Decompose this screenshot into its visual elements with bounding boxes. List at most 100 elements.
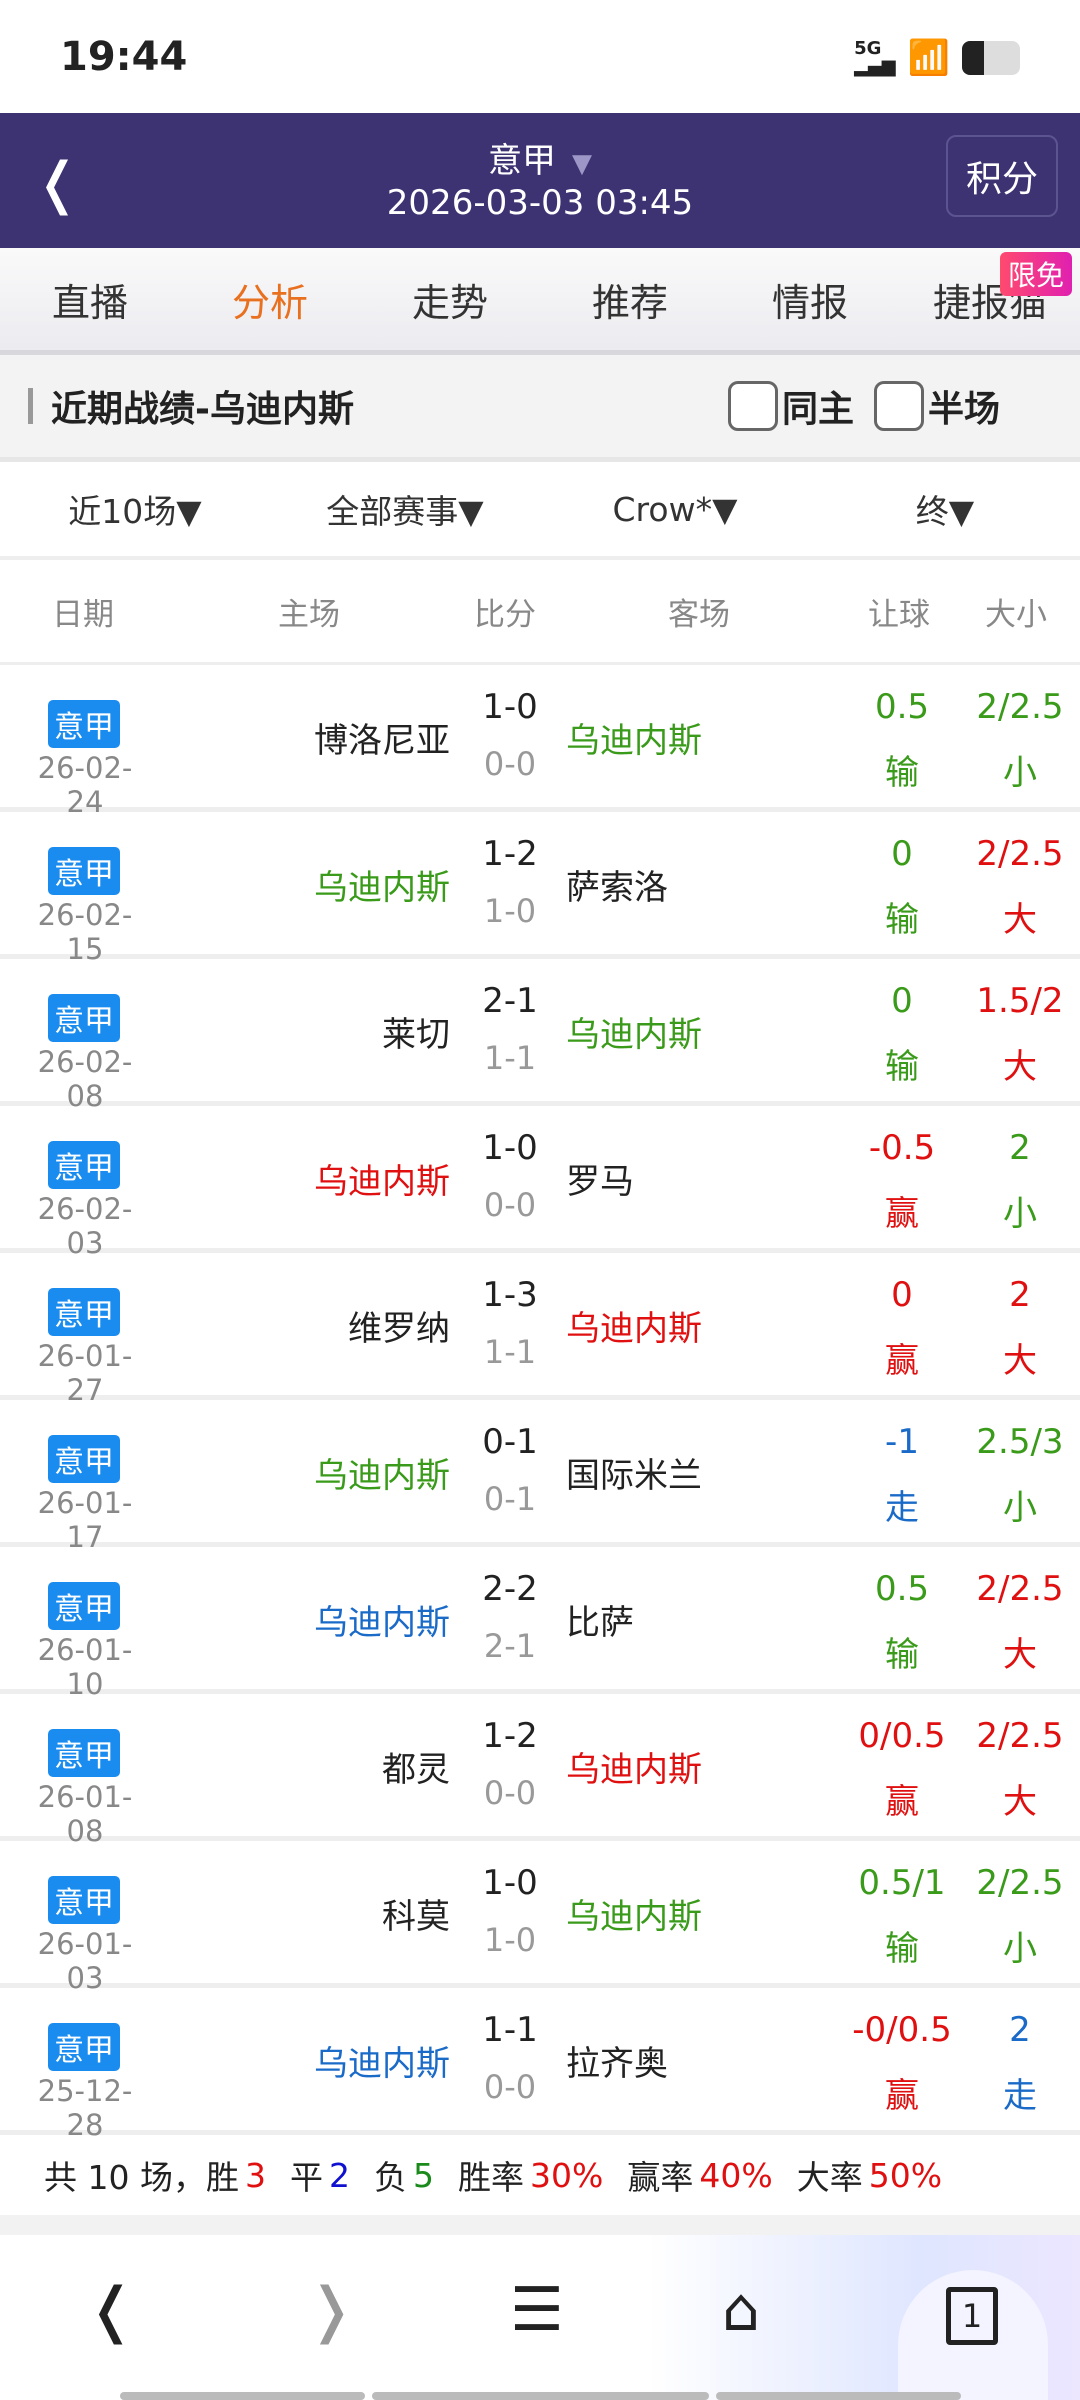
away-team: 乌迪内斯	[566, 1015, 702, 1055]
home-icon[interactable]: ⌂	[722, 2275, 761, 2345]
handicap-result: 赢	[885, 1782, 919, 1822]
over-under-result: 小	[1003, 1929, 1037, 1969]
tab-live[interactable]: 直播	[51, 280, 128, 325]
same-home-checkbox[interactable]: 同主	[727, 380, 854, 432]
league-badge: 意甲	[48, 1141, 120, 1189]
draw-count: 2	[328, 2155, 350, 2195]
loss-label: 负	[373, 2158, 407, 2197]
browser-forward-icon[interactable]: ❭	[306, 2275, 357, 2345]
half-time-checkbox[interactable]: 半场	[873, 380, 1000, 432]
tab-count-icon[interactable]: 1	[946, 2287, 998, 2345]
half-time-score: 0-0	[483, 1186, 537, 1224]
full-time-score: 1-0	[482, 687, 538, 727]
table-row[interactable]: 意甲 26-01-17 乌迪内斯 0-1 0-1 国际米兰 -1 走 2.5/3 小	[0, 1400, 1080, 1554]
handicap-line: 0.5	[874, 687, 930, 727]
bookmaker-filter[interactable]: Crow*▼	[612, 489, 738, 529]
full-time-score: 1-1	[482, 2010, 538, 2050]
table-row[interactable]: 意甲 26-01-08 都灵 1-2 0-0 乌迪内斯 0/0.5 赢 2/2.5 大	[0, 1694, 1080, 1848]
league-badge: 意甲	[48, 1729, 120, 1777]
col-over-under: 大小	[985, 596, 1047, 633]
table-row[interactable]: 意甲 25-12-28 乌迪内斯 1-1 0-0 拉齐奥 -0/0.5 赢 2 走	[0, 1988, 1080, 2142]
handicap-result: 赢	[885, 1194, 919, 1234]
win-label: 胜	[205, 2158, 239, 2197]
over-under-result: 小	[1003, 753, 1037, 793]
table-row[interactable]: 意甲 26-02-24 博洛尼亚 1-0 0-0 乌迪内斯 0.5 输 2/2.5 小	[0, 665, 1080, 819]
handicap-result: 输	[885, 900, 919, 940]
home-team: 乌迪内斯	[314, 2044, 450, 2084]
tab-recommend[interactable]: 推荐	[591, 280, 668, 325]
tab-trend[interactable]: 走势	[411, 280, 488, 325]
browser-back-icon[interactable]: ❬	[86, 2275, 137, 2345]
over-under-line: 2	[1009, 1128, 1031, 1168]
col-handicap: 让球	[868, 596, 930, 633]
tab-analysis[interactable]: 分析	[231, 280, 308, 325]
away-team: 乌迪内斯	[566, 1897, 702, 1937]
table-row[interactable]: 意甲 26-01-03 科莫 1-0 1-0 乌迪内斯 0.5/1 输 2/2.5 小	[0, 1841, 1080, 1995]
handicap-result: 输	[885, 1929, 919, 1969]
dropdown-icon: ▼	[572, 149, 592, 179]
over-under-result: 大	[1003, 1341, 1037, 1381]
table-row[interactable]: 意甲 26-02-03 乌迪内斯 1-0 0-0 罗马 -0.5 赢 2 小	[0, 1106, 1080, 1260]
home-team: 博洛尼亚	[314, 721, 450, 761]
over-under-line: 2	[1009, 2010, 1031, 2050]
full-time-score: 1-3	[482, 1275, 538, 1315]
section-title: 近期战绩-乌迪内斯	[51, 389, 354, 430]
scroll-indicator	[716, 2392, 961, 2400]
table-row[interactable]: 意甲 26-01-10 乌迪内斯 2-2 2-1 比萨 0.5 输 2/2.5 大	[0, 1547, 1080, 1701]
over-under-line: 2/2.5	[976, 1716, 1064, 1756]
win-rate: 30%	[529, 2155, 604, 2195]
odds-stage-filter[interactable]: 终▼	[915, 492, 975, 531]
signal-icon: 5G ▂▄▆	[854, 38, 896, 77]
match-list: 意甲 26-02-24 博洛尼亚 1-0 0-0 乌迪内斯 0.5 输 2/2.5 小意甲 26-0…	[0, 665, 1080, 2142]
col-score: 比分	[474, 596, 536, 633]
cover-rate: 40%	[699, 2155, 773, 2195]
match-date: 26-01-08	[37, 1780, 133, 1848]
match-datetime: 2026-03-03 03:45	[386, 183, 694, 223]
league-badge: 意甲	[48, 700, 120, 748]
half-time-score: 0-0	[483, 1774, 537, 1812]
home-team: 都灵	[382, 1750, 450, 1790]
over-under-line: 2.5/3	[976, 1422, 1064, 1462]
table-header: 日期 主场 比分 客场 让球 大小	[0, 560, 1080, 665]
full-time-score: 1-0	[482, 1863, 538, 1903]
over-under-line: 2/2.5	[976, 834, 1064, 874]
draw-label: 平	[289, 2158, 323, 2197]
half-time-score: 1-0	[483, 1921, 537, 1959]
half-time-score: 0-1	[483, 1480, 537, 1518]
away-team: 乌迪内斯	[566, 721, 702, 761]
league-badge: 意甲	[48, 1582, 120, 1630]
table-row[interactable]: 意甲 26-02-15 乌迪内斯 1-2 1-0 萨索洛 0 输 2/2.5 大	[0, 812, 1080, 966]
over-rate: 50%	[868, 2155, 943, 2195]
handicap-line: 0	[891, 834, 913, 874]
home-team: 乌迪内斯	[314, 1456, 450, 1496]
wifi-icon: 📶	[907, 38, 950, 78]
handicap-result: 赢	[885, 2076, 919, 2116]
half-time-score: 2-1	[483, 1627, 537, 1665]
over-under-line: 2	[1009, 1275, 1031, 1315]
competition-filter[interactable]: 全部赛事▼	[326, 492, 484, 531]
back-icon[interactable]: ❬	[34, 151, 81, 216]
match-date: 26-02-03	[37, 1192, 133, 1260]
handicap-result: 走	[885, 1488, 919, 1528]
filter-bar: 近10场▼ 全部赛事▼ Crow*▼ 终▼	[0, 462, 1080, 560]
over-under-line: 2/2.5	[976, 1569, 1064, 1609]
standings-button[interactable]: 积分	[946, 135, 1058, 217]
match-header: ❬ 意甲 ▼ 2026-03-03 03:45 积分	[0, 113, 1080, 248]
match-date: 25-12-28	[37, 2074, 133, 2142]
handicap-line: 0.5	[874, 1569, 930, 1609]
away-team: 萨索洛	[566, 868, 668, 908]
section-header: 近期战绩-乌迪内斯 同主 半场	[0, 355, 1080, 462]
over-rate-label: 大率	[796, 2158, 863, 2197]
tab-intel[interactable]: 情报	[771, 280, 848, 325]
menu-icon[interactable]: ☰	[510, 2275, 564, 2345]
table-row[interactable]: 意甲 26-01-27 维罗纳 1-3 1-1 乌迪内斯 0 赢 2 大	[0, 1253, 1080, 1407]
table-row[interactable]: 意甲 26-02-08 莱切 2-1 1-1 乌迪内斯 0 输 1.5/2 大	[0, 959, 1080, 1113]
match-count-filter[interactable]: 近10场▼	[68, 492, 202, 531]
full-time-score: 1-2	[482, 1716, 538, 1756]
league-badge: 意甲	[48, 2023, 120, 2071]
match-date: 26-01-27	[37, 1339, 133, 1407]
away-team: 拉齐奥	[566, 2044, 668, 2084]
handicap-line: 0.5/1	[858, 1863, 946, 1903]
league-selector[interactable]: 意甲 ▼	[488, 141, 592, 181]
